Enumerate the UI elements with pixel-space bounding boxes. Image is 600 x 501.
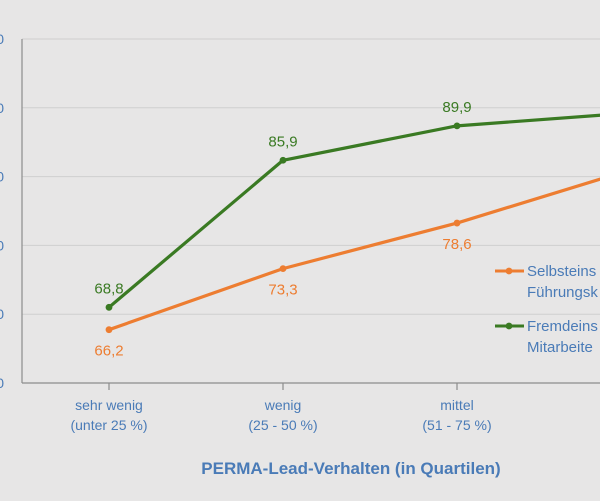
data-label: 68,8 (94, 280, 123, 297)
legend: Selbsteins Führungsk Fremdeins Mitarbeite (495, 263, 598, 356)
series-line (108, 177, 600, 332)
data-label: 66,2 (94, 343, 123, 360)
series-line (107, 113, 600, 309)
y-tick-labels: 0 0 0 0 0 0 (0, 31, 4, 391)
y-tick-label: 0 (0, 100, 4, 116)
data-label: 85,9 (268, 133, 297, 150)
y-tick-label: 0 (0, 31, 4, 47)
data-label: 78,6 (442, 236, 471, 253)
x-tick-labels: sehr wenig (unter 25 %) wenig (25 - 50 %) mi… (70, 383, 492, 433)
gridlines (22, 38, 600, 315)
x-tick-label: mittel (440, 397, 473, 413)
x-tick-label: wenig (264, 397, 302, 413)
y-tick-label: 0 (0, 375, 4, 391)
x-axis-title: PERMA-Lead-Verhalten (in Quartilen) (201, 459, 500, 478)
data-point (105, 303, 113, 311)
data-point (279, 156, 287, 164)
series-group: 66,2 73,3 78,6 68,8 85,9 89,9 (94, 99, 600, 360)
data-point (453, 219, 461, 227)
x-tick-label: (unter 25 %) (70, 417, 147, 433)
legend-label: Selbsteins (527, 263, 596, 280)
legend-swatch-marker (505, 267, 513, 275)
data-point (105, 326, 113, 334)
data-point (453, 122, 461, 130)
legend-swatch-marker (505, 322, 513, 330)
legend-label: Mitarbeite (527, 339, 593, 356)
y-tick-label: 0 (0, 306, 4, 322)
data-label: 73,3 (268, 282, 297, 299)
legend-label: Fremdeins (527, 318, 598, 335)
y-tick-label: 0 (0, 169, 4, 185)
x-tick-label: (25 - 50 %) (248, 417, 317, 433)
data-label: 89,9 (442, 99, 471, 116)
data-point (279, 265, 287, 273)
legend-label: Führungsk (527, 284, 598, 301)
x-tick-label: (51 - 75 %) (422, 417, 491, 433)
axes (21, 39, 600, 384)
y-tick-label: 0 (0, 237, 4, 253)
x-tick-label: sehr wenig (75, 397, 143, 413)
